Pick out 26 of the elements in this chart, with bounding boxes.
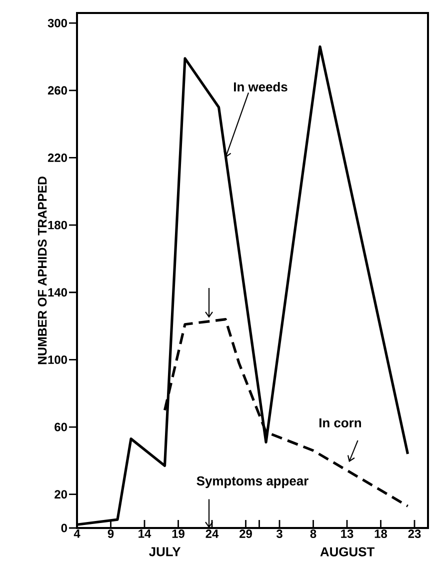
text: AUGUST xyxy=(320,547,374,556)
y-tick-label: 20 xyxy=(54,490,67,499)
annotation: Symptoms appear xyxy=(196,476,308,488)
x-tick-label: 29 xyxy=(240,530,252,538)
x-tick-label: 19 xyxy=(172,530,184,538)
y-tick-label: 0 xyxy=(61,524,67,532)
y-axis-title: NUMBER OF APHIDS TRAPPED xyxy=(38,176,47,364)
y-tick-label: 140 xyxy=(48,288,67,297)
x-tick-label: 14 xyxy=(138,530,152,538)
x-tick-label: 13 xyxy=(341,530,354,538)
x-tick-label: 3 xyxy=(276,530,282,538)
x-tick-label: 24 xyxy=(206,530,219,538)
y-tick-label: 220 xyxy=(48,154,67,162)
x-tick-label: 9 xyxy=(108,530,114,538)
y-tick-label: 60 xyxy=(54,422,67,432)
annotation: In weeds xyxy=(234,82,288,92)
x-tick-label: 8 xyxy=(310,530,316,538)
y-tick-label: 180 xyxy=(48,220,67,230)
x-tick-label: 18 xyxy=(374,530,388,538)
annotation: In corn xyxy=(319,418,361,428)
y-tick-label: 260 xyxy=(48,86,67,95)
x-tick-label: 4 xyxy=(74,530,80,538)
text: JULY xyxy=(149,547,181,556)
y-tick-label: 100 xyxy=(48,355,67,364)
x-tick-label: 23 xyxy=(408,530,421,538)
y-tick-label: 300 xyxy=(48,18,67,28)
